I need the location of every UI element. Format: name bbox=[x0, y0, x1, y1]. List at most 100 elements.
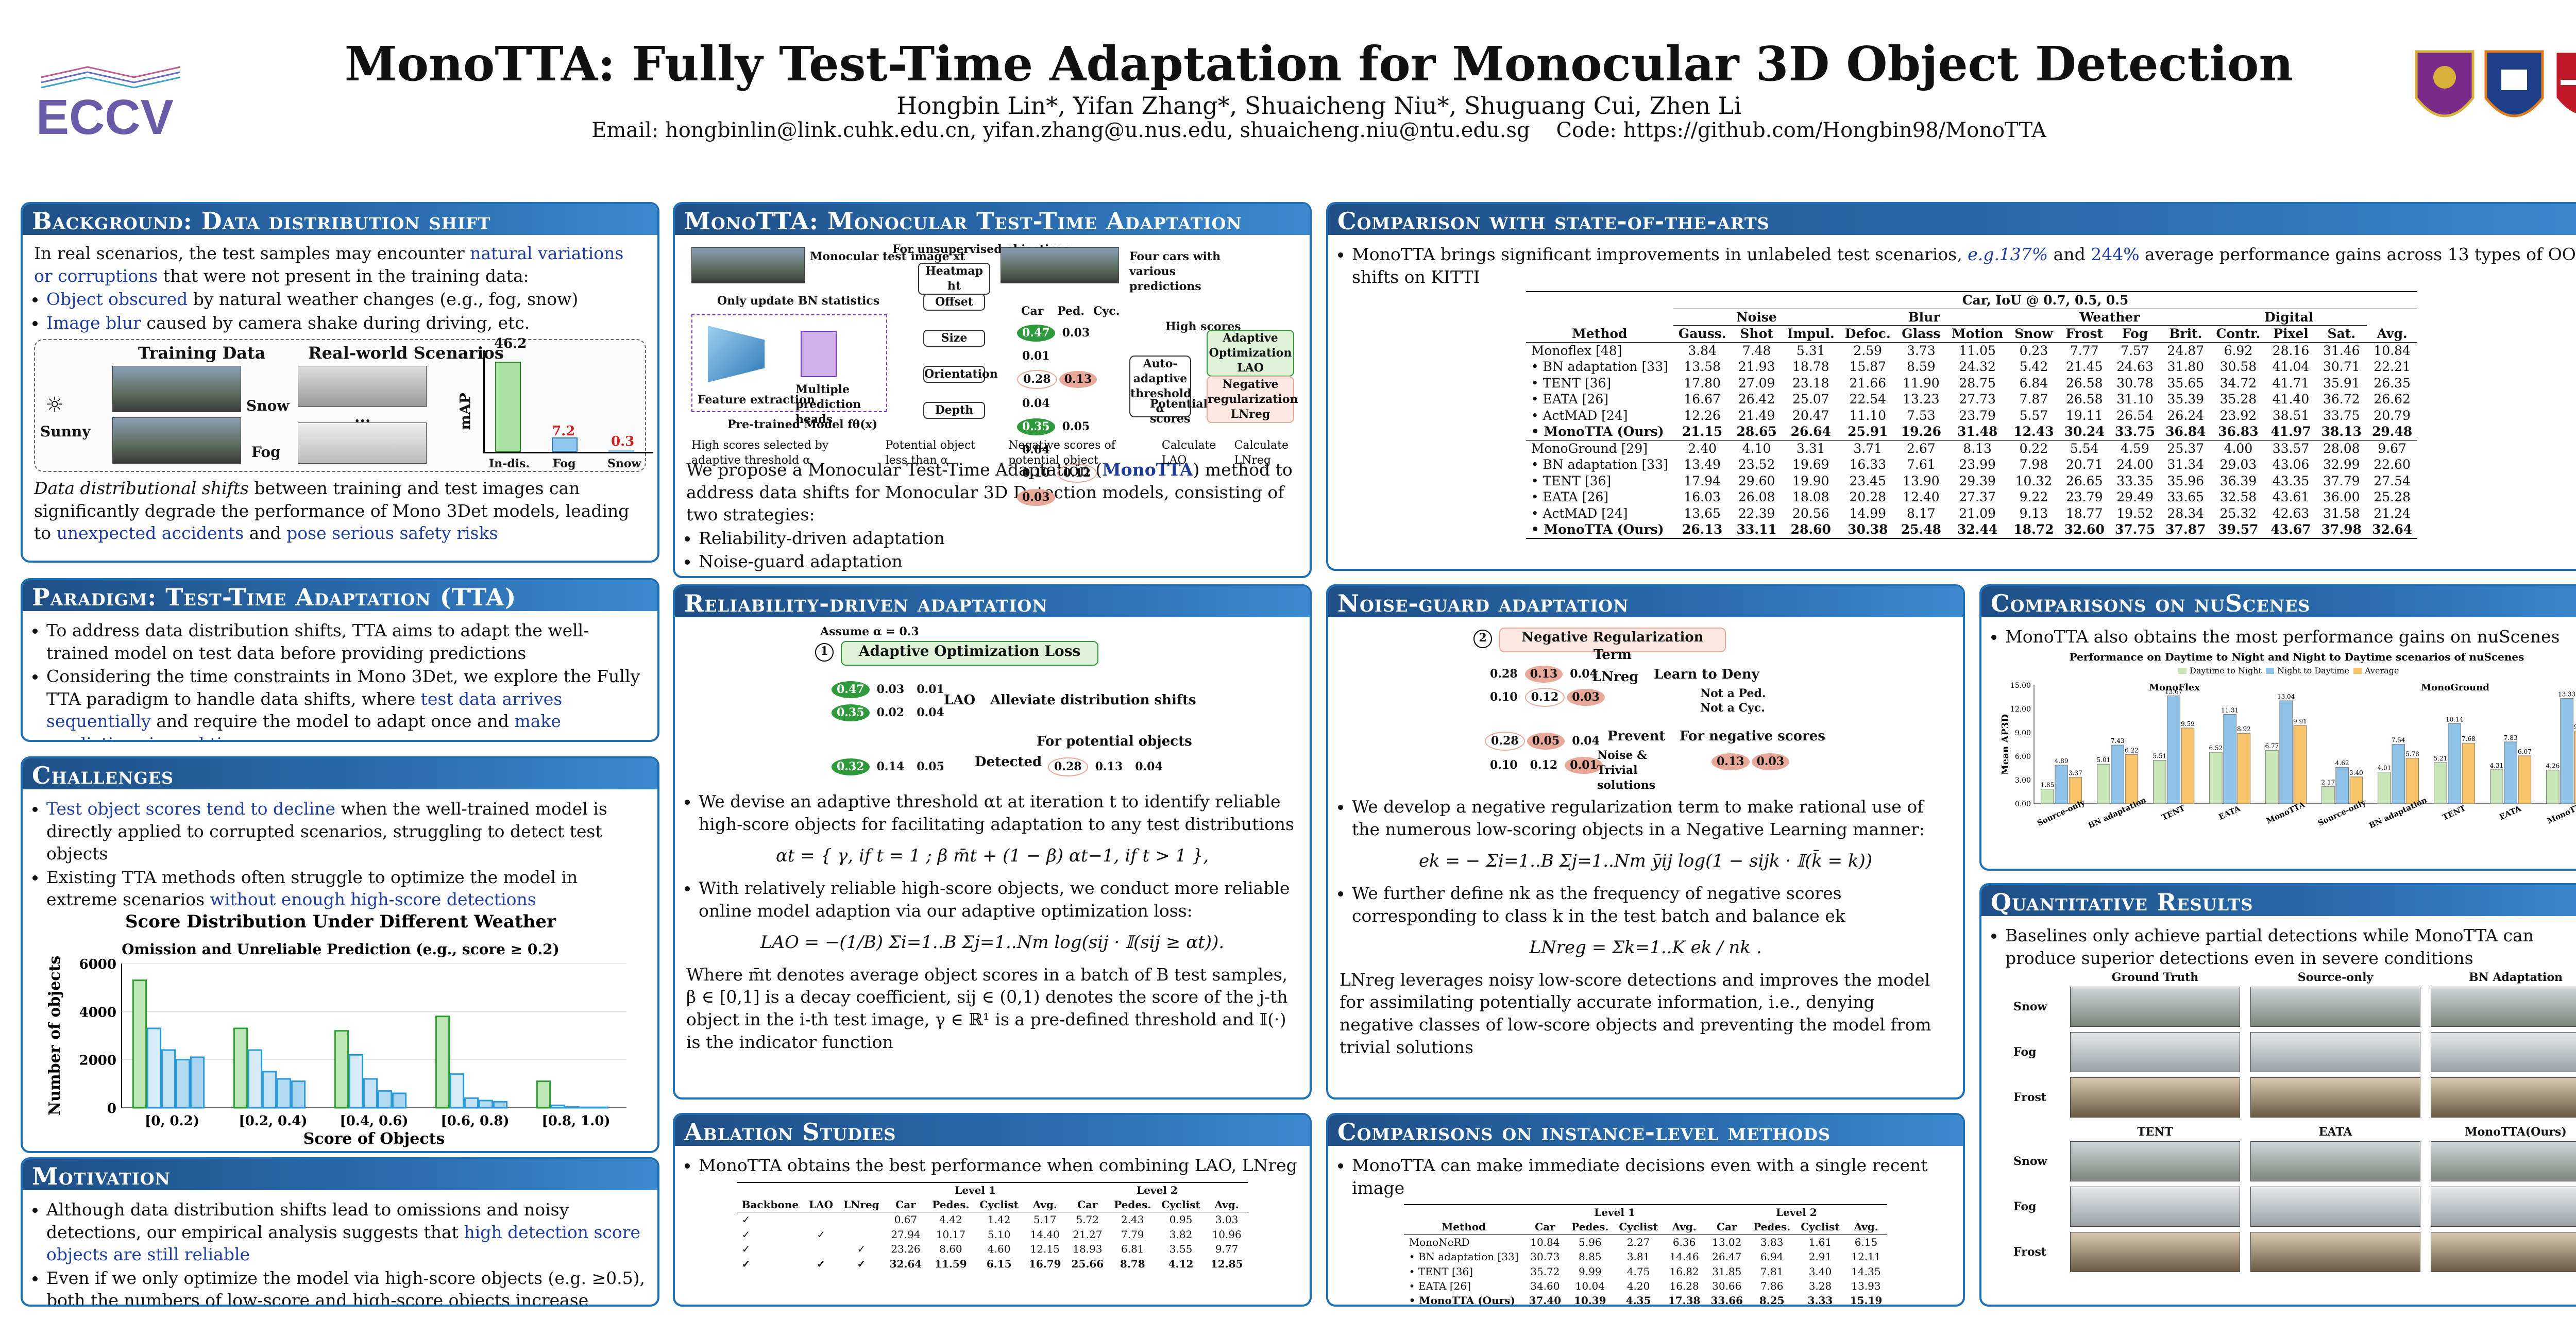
table-cell: 2.43 bbox=[1121, 1213, 1144, 1226]
table-cell: 3.83 bbox=[1760, 1236, 1784, 1248]
table-cell: 1.61 bbox=[1808, 1236, 1832, 1248]
table-cell: 3.03 bbox=[1215, 1213, 1239, 1226]
x-tick-label: [0.2, 0.4) bbox=[239, 1113, 307, 1129]
bar-value: 13.33 bbox=[2558, 690, 2575, 698]
table-cell: 26.42 bbox=[1738, 392, 1775, 407]
table-cell: 4.12 bbox=[1168, 1257, 1194, 1270]
learn-label: Learn to Deny bbox=[1654, 667, 1759, 682]
head-box: Orientation bbox=[923, 366, 998, 383]
result-image bbox=[2070, 1141, 2240, 1182]
chart-title: Score Distribution Under Different Weath… bbox=[125, 912, 556, 932]
bar-brightness bbox=[449, 1073, 465, 1109]
reliability-bullet: With relatively reliable high-score obje… bbox=[699, 877, 1298, 922]
table-cell: 5.57 bbox=[2019, 408, 2048, 423]
table-cell: 3.73 bbox=[1907, 343, 1936, 358]
x-tick-label: [0, 0.2) bbox=[145, 1113, 199, 1129]
table-cell: 33.66 bbox=[1710, 1294, 1743, 1307]
table-cell: • BN adaptation [33] bbox=[1409, 1250, 1519, 1263]
table-cell: 13.93 bbox=[1851, 1280, 1881, 1293]
table-cell: 7.81 bbox=[1760, 1265, 1784, 1278]
table-cell: 25.37 bbox=[2167, 441, 2205, 456]
table-header: Gauss. bbox=[1678, 326, 1726, 342]
table-cell: 4.10 bbox=[1742, 441, 1771, 456]
qualitative-grid: Ground Truth Source-only BN Adaptation Snow… bbox=[1993, 970, 2576, 1279]
nuscenes-panel: Comparisons on nuScenes MonoTTA also obt… bbox=[1979, 584, 2576, 871]
head-box: Depth bbox=[923, 402, 985, 419]
bar-value: 4.31 bbox=[2490, 762, 2504, 769]
table-cell: 11.05 bbox=[1959, 343, 1996, 358]
table-row: • BN adaptation [33] 13.58 21.93 18.78 15.87… bbox=[1526, 359, 2417, 375]
x-tick-label: [0.4, 0.6) bbox=[340, 1113, 408, 1129]
table-cell: 24.63 bbox=[2116, 359, 2154, 375]
bar-fog bbox=[377, 1090, 393, 1109]
table-cell: 10.84 bbox=[1530, 1236, 1560, 1248]
negative-reg-box: Negative regularization LNreg bbox=[1207, 376, 1298, 424]
table-cell: 6.15 bbox=[986, 1257, 1012, 1270]
bar-value: 4.62 bbox=[2335, 759, 2349, 767]
bar-frost bbox=[161, 1049, 176, 1109]
table-cell: ✓ bbox=[817, 1228, 825, 1241]
result-image bbox=[2070, 1232, 2240, 1273]
code-link[interactable]: Code: https://github.com/Hongbin98/MonoT… bbox=[1556, 119, 2046, 142]
table-cell: 31.48 bbox=[1957, 424, 1998, 439]
table-row: • MonoTTA (Ours) 26.13 33.11 28.60 30.38 25.4… bbox=[1526, 521, 2417, 538]
fig-label: Ped. bbox=[1057, 305, 1084, 318]
table-cell: 37.75 bbox=[2114, 522, 2156, 537]
table-cell: 30.66 bbox=[1712, 1280, 1742, 1293]
result-image bbox=[2431, 1187, 2576, 1227]
table-cell: 31.58 bbox=[2323, 505, 2360, 521]
table-cell: 28.08 bbox=[2323, 441, 2360, 456]
lao-label: LAO bbox=[944, 692, 976, 708]
table-cell: 28.34 bbox=[2167, 505, 2205, 521]
table-cell: 19.11 bbox=[2065, 408, 2103, 423]
negative-rows-1: 0.28 0.13 0.04 0.10 0.12 0.03 bbox=[1484, 661, 1606, 708]
step-number: 1 bbox=[815, 643, 834, 662]
table-header: Pixel bbox=[2273, 326, 2309, 342]
table-cell: 19.26 bbox=[1901, 424, 1942, 439]
bar-value: 5.21 bbox=[2434, 755, 2448, 762]
column-header: Source-only bbox=[2297, 971, 2374, 985]
bar-value: 7.68 bbox=[2462, 735, 2476, 742]
table-cell: 14.46 bbox=[1669, 1250, 1699, 1263]
table-header: Impul. bbox=[1787, 326, 1835, 342]
pretrained-model-box: Feature extraction Multiple prediction h… bbox=[691, 314, 887, 426]
table-cell: ✓ bbox=[741, 1228, 751, 1241]
table-row: Monoflex [48] 3.84 7.48 5.31 2.59 3.73 11.05 0.… bbox=[1526, 342, 2417, 359]
table-cell: 35.96 bbox=[2167, 473, 2205, 488]
y-tick-label: 4000 bbox=[79, 1005, 116, 1020]
table-cell: 31.85 bbox=[1712, 1265, 1742, 1278]
table-cell: 13.65 bbox=[1684, 505, 1721, 521]
table-cell: 12.11 bbox=[1851, 1250, 1881, 1263]
lnreg-label: LNreg bbox=[1592, 669, 1639, 685]
bar-value: 2.17 bbox=[2321, 779, 2335, 786]
table-cell bbox=[838, 1212, 885, 1227]
table-cell: 10.39 bbox=[1573, 1294, 1606, 1307]
bar-value: 9.21 bbox=[2574, 723, 2576, 730]
table-cell: • EATA [26] bbox=[1531, 392, 1609, 407]
table-cell: 35.72 bbox=[1530, 1265, 1560, 1278]
y-tick-label: 6000 bbox=[79, 957, 116, 972]
table-cell: 25.32 bbox=[2219, 505, 2257, 521]
table-cell: 31.10 bbox=[2116, 392, 2154, 407]
table-cell: 41.40 bbox=[2272, 392, 2310, 407]
table-cell: 36.84 bbox=[2165, 424, 2206, 439]
lao-equation: LAO = −(1/B) Σi=1..B Σj=1..Nm log(sij · … bbox=[760, 932, 1225, 953]
table-cell: 28.60 bbox=[1790, 522, 1831, 537]
feature-extractor-icon bbox=[708, 326, 765, 382]
cuhk-crest-icon bbox=[2415, 50, 2475, 117]
reliability-bullet: We devise an adaptive threshold αt at it… bbox=[699, 790, 1298, 835]
table-header: Car bbox=[895, 1198, 916, 1211]
table-cell: 4.42 bbox=[939, 1213, 962, 1226]
bar bbox=[2321, 786, 2335, 804]
table-row: • MonoTTA (Ours) 37.40 10.39 4.35 17.38 33.66… bbox=[1404, 1293, 1888, 1307]
bar bbox=[2335, 767, 2349, 804]
map-bar-chart: 46.2 7.2 0.3 In-dis. Fog Snow bbox=[483, 336, 653, 470]
bar-value: 3.37 bbox=[2069, 769, 2082, 776]
bar bbox=[2265, 750, 2279, 804]
training-image bbox=[112, 417, 241, 464]
table-cell: 26.58 bbox=[2065, 392, 2103, 407]
table-header: Glass bbox=[1902, 326, 1941, 342]
bar-frost bbox=[363, 1078, 378, 1109]
table-header: Frost bbox=[2065, 326, 2104, 342]
ablation-table: Level 1 Level 2 Backbone LAO LNreg Car Pedes.… bbox=[736, 1182, 1248, 1271]
